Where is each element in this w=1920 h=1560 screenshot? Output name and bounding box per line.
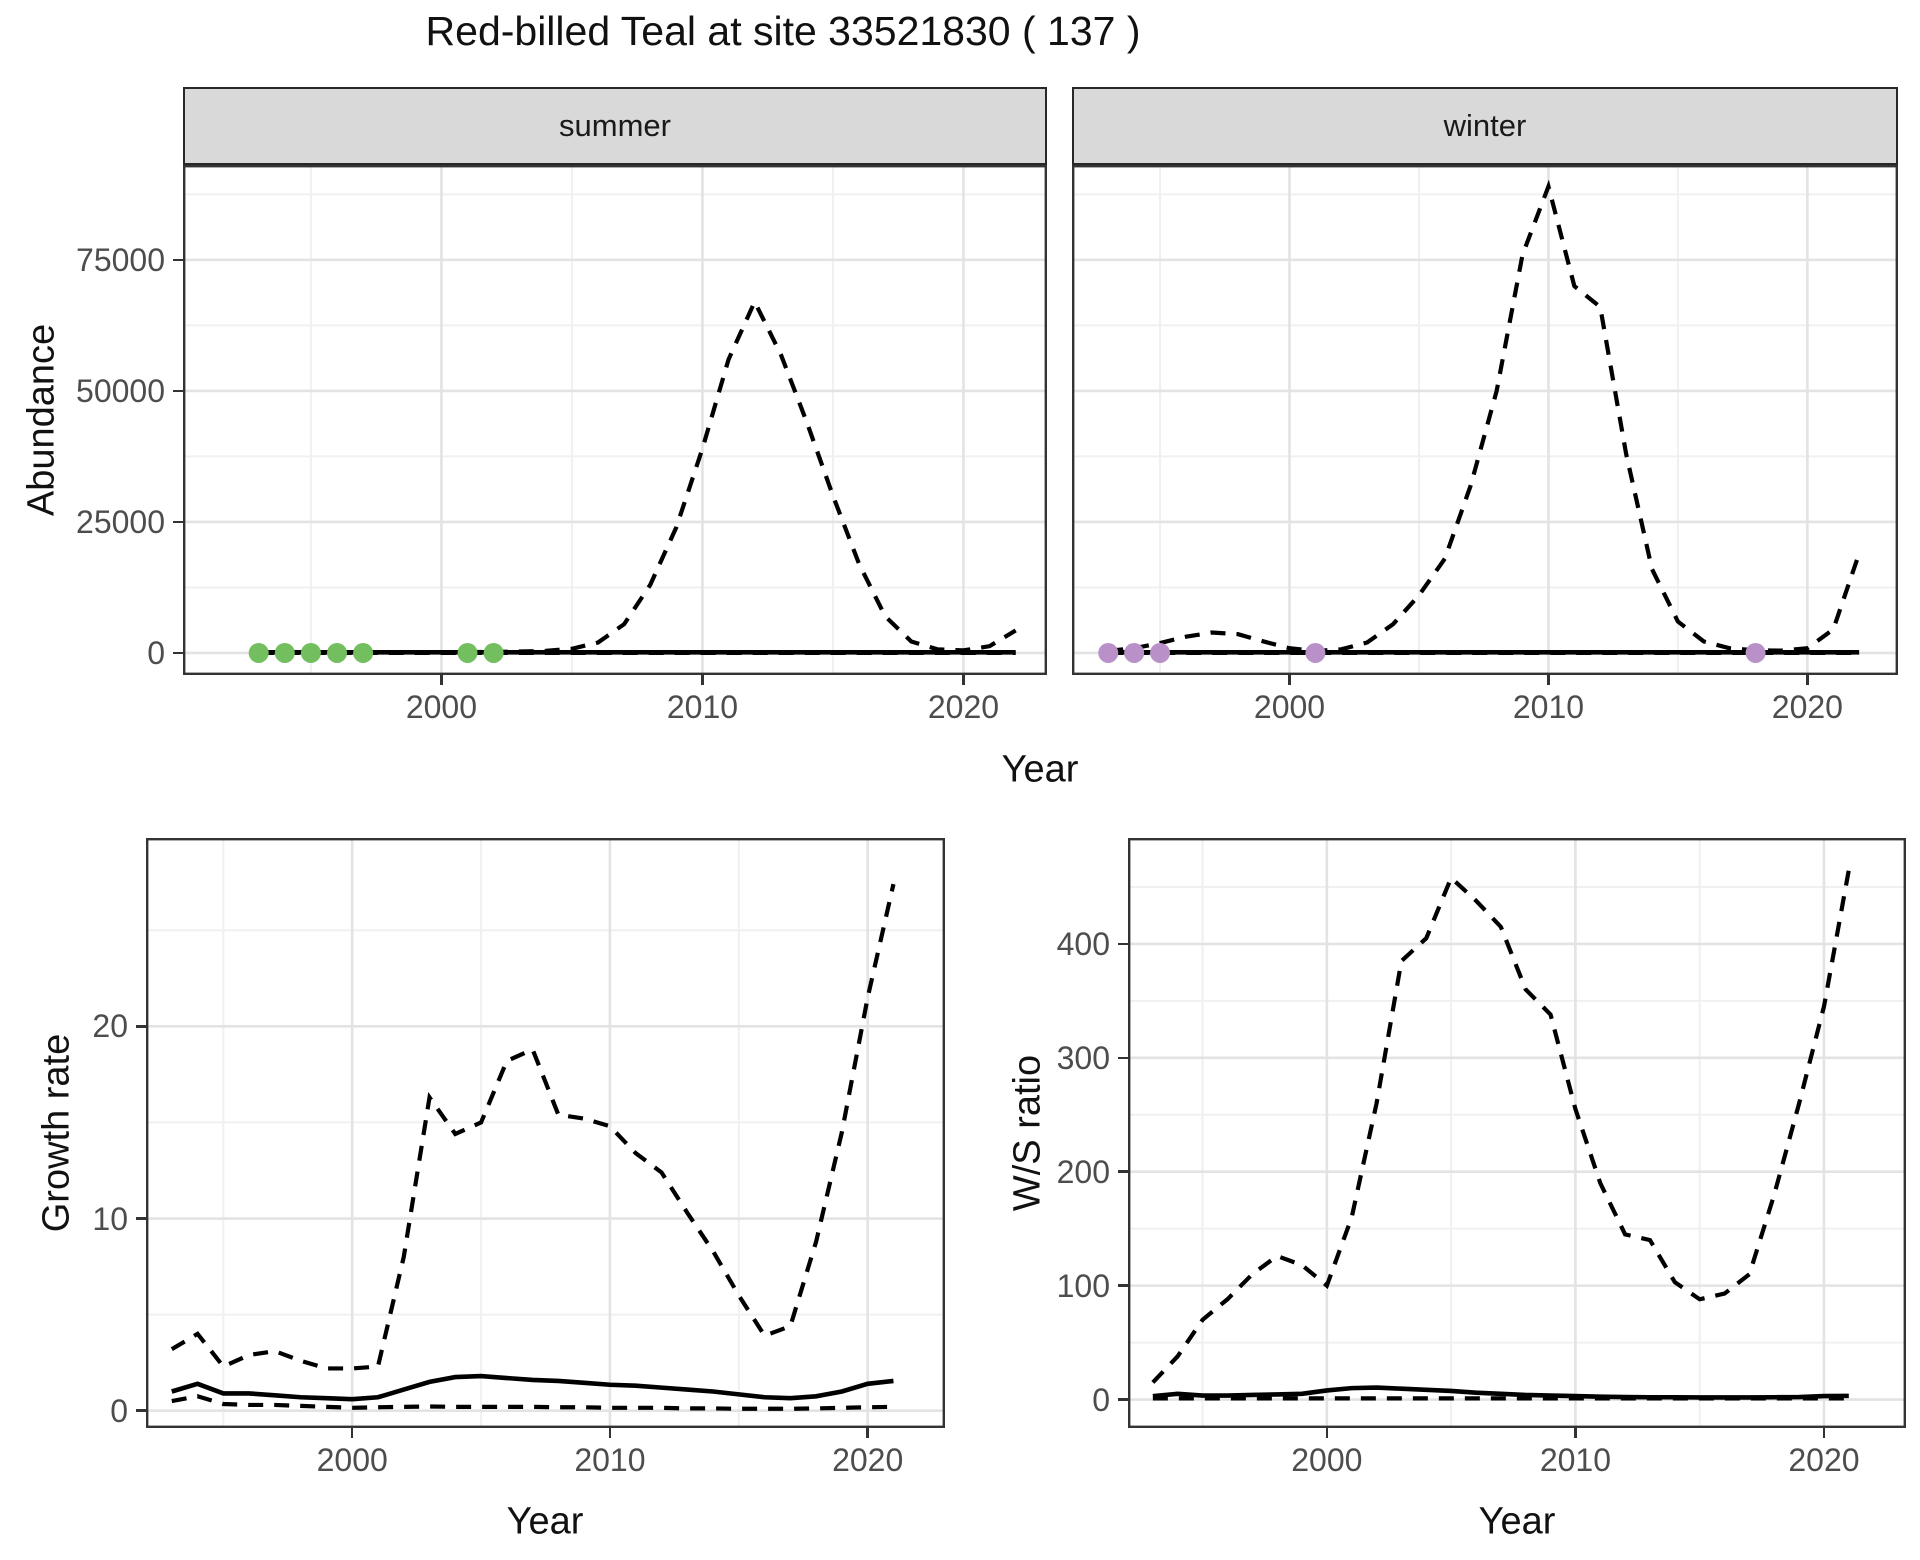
y-tick-mark [1118, 1056, 1128, 1060]
chart-svg-abundance-winter [1072, 165, 1898, 676]
x-tick-label: 2020 [832, 1442, 904, 1478]
abundance-y-axis-title: Abundance [20, 323, 63, 517]
series-median-line [1152, 1385, 1849, 1400]
x-tick-label: 2020 [927, 689, 1000, 725]
observed-counts-point [248, 642, 269, 663]
series-upper-ci-line [1151, 869, 1851, 1384]
y-tick-label: 0 [110, 1392, 128, 1429]
x-tick-mark [1288, 675, 1291, 685]
x-tick-mark [440, 675, 443, 685]
x-tick-label: 2000 [405, 689, 477, 725]
ws-ratio-y-axis-title: W/S ratio [1006, 1054, 1049, 1212]
growth-rate-x-axis-title: Year [506, 1500, 584, 1543]
y-tick-label: 0 [1092, 1381, 1110, 1418]
observed-counts-point [1124, 642, 1145, 663]
panel-border [1072, 165, 1898, 676]
facet-strip-summer: summer [183, 87, 1047, 165]
x-tick-label: 2000 [1253, 689, 1326, 725]
series-median-line [171, 1373, 894, 1402]
x-tick-mark [866, 1428, 869, 1438]
observed-counts-point [483, 642, 504, 663]
observed-counts-point [1150, 642, 1171, 663]
figure-title: Red-billed Teal at site 33521830 ( 137 ) [425, 8, 1141, 54]
y-tick-mark [1118, 942, 1128, 946]
y-tick-label: 25000 [76, 503, 165, 540]
y-tick-label: 200 [1056, 1153, 1110, 1190]
observed-counts-point [353, 642, 374, 663]
x-tick-mark [1806, 675, 1809, 685]
y-tick-mark [173, 258, 183, 262]
y-tick-label: 0 [147, 634, 165, 671]
y-tick-mark [1118, 1398, 1128, 1401]
observed-counts-point [327, 642, 348, 663]
series-upper-ci-line [1108, 179, 1862, 653]
abundance-x-axis-title: Year [1001, 748, 1079, 791]
y-tick-mark [136, 1025, 146, 1028]
y-tick-mark [1118, 1170, 1128, 1173]
x-tick-label: 2000 [316, 1442, 388, 1478]
chart-svg-growth-rate [146, 838, 945, 1428]
panel-ws-ratio: 2000 2010 2020 0 100 200 300 400 [1057, 838, 1906, 1476]
x-tick-mark [1822, 1428, 1826, 1438]
panel-border [183, 165, 1047, 676]
panel-growth-rate: 2000 2010 2020 0 10 20 [92, 838, 945, 1476]
x-tick-label: 2010 [666, 689, 739, 725]
series-upper-ci-line [258, 296, 1017, 655]
series-lower-ci-line [171, 1394, 894, 1411]
ws-ratio-x-axis-title: Year [1478, 1500, 1556, 1543]
x-tick-label: 2010 [574, 1442, 646, 1478]
chart-svg-ws-ratio [1128, 838, 1906, 1428]
y-tick-label: 75000 [76, 241, 165, 278]
growth-rate-y-axis-title: Growth rate [35, 1033, 78, 1233]
y-tick-label: 10 [92, 1200, 128, 1237]
panel-abundance-winter: 2000 2010 2020 [1072, 165, 1898, 723]
y-tick-mark [1118, 1284, 1128, 1287]
x-tick-mark [962, 675, 965, 685]
x-tick-mark [701, 675, 704, 685]
observed-counts-point [1098, 642, 1119, 663]
y-tick-mark [136, 1409, 146, 1412]
observed-counts-point [274, 642, 295, 663]
y-tick-label: 100 [1056, 1267, 1110, 1304]
observed-counts-point [457, 642, 478, 663]
y-tick-mark [173, 520, 183, 524]
y-tick-mark [173, 651, 183, 655]
panel-border [1128, 838, 1906, 1428]
x-tick-mark [1574, 1428, 1577, 1438]
y-tick-mark [136, 1217, 146, 1220]
chart-svg-abundance-summer [183, 165, 1047, 676]
x-tick-mark [1547, 675, 1550, 685]
y-tick-label: 20 [92, 1008, 128, 1045]
x-tick-mark [1325, 1428, 1329, 1438]
y-tick-label: 400 [1056, 925, 1110, 962]
x-tick-mark [608, 1428, 612, 1438]
x-tick-label: 2010 [1512, 689, 1585, 725]
x-tick-label: 2020 [1788, 1442, 1860, 1478]
y-tick-label: 300 [1056, 1039, 1110, 1076]
y-tick-label: 50000 [76, 372, 165, 409]
observed-counts-point [300, 642, 321, 663]
x-tick-label: 2010 [1539, 1442, 1611, 1478]
x-tick-label: 2020 [1771, 689, 1843, 725]
x-tick-mark [350, 1428, 354, 1438]
facet-strip-winter-label: winter [1443, 108, 1527, 143]
facet-strip-summer-label: summer [559, 108, 671, 143]
x-tick-label: 2000 [1291, 1442, 1363, 1478]
series-upper-ci-line [170, 883, 896, 1371]
observed-counts-point [1745, 642, 1766, 663]
y-tick-mark [173, 389, 183, 393]
observed-counts-point [1305, 642, 1326, 663]
facet-strip-winter: winter [1072, 87, 1898, 165]
panel-abundance-summer: 2000 2010 2020 0 25000 50000 75000 [76, 165, 1047, 723]
panel-border [146, 838, 945, 1428]
